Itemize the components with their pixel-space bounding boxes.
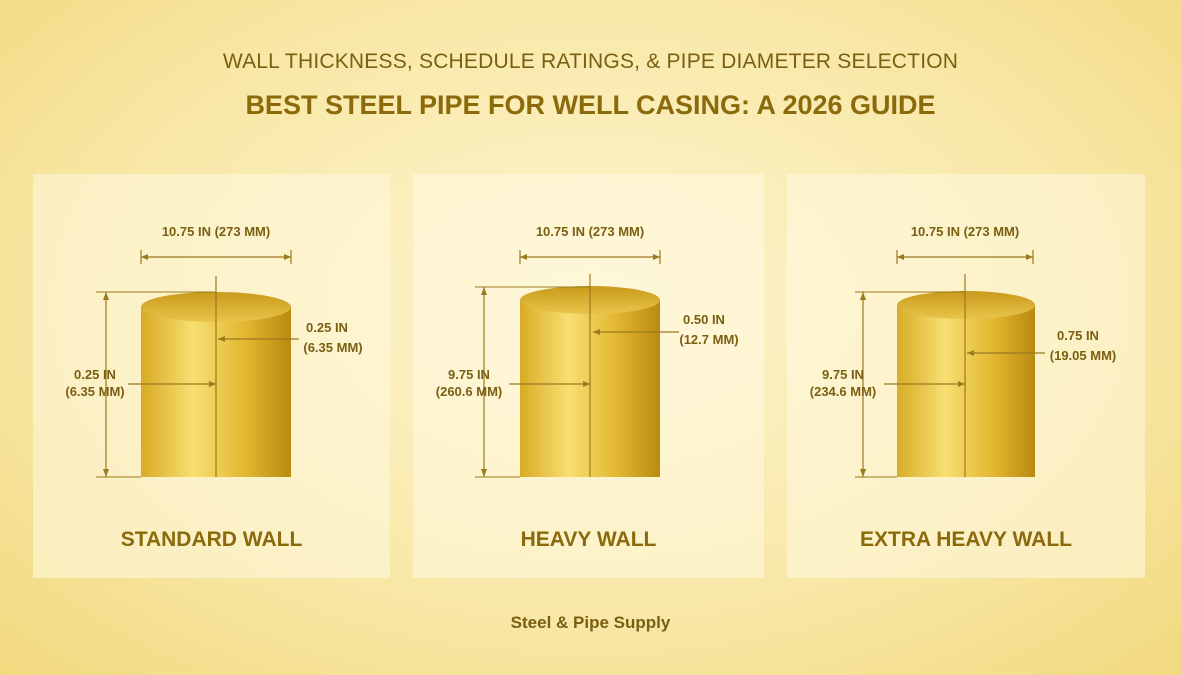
svg-text:(12.7 MM): (12.7 MM)	[679, 332, 738, 347]
outer-diameter-label: 10.75 IN (273 MM)	[911, 224, 1019, 239]
svg-text:(19.05 MM): (19.05 MM)	[1050, 348, 1116, 363]
pipe-diagram-standard: 10.75 IN (273 MM) 0.25 IN (6.35 MM) 0.25…	[65, 224, 363, 478]
pipe-top	[897, 291, 1035, 319]
diagram-title: BEST STEEL PIPE FOR WELL CASING: A 2026 …	[245, 90, 936, 120]
wall-thickness-label: 0.50 IN	[683, 312, 725, 327]
pipe-body	[897, 305, 1035, 477]
pipe-diagram-extra-heavy: 10.75 IN (273 MM) 9.75 IN (234.6 MM) 0.7…	[810, 224, 1116, 478]
inner-dimension-label: 9.75 IN	[448, 367, 490, 382]
outer-diameter-label: 10.75 IN (273 MM)	[162, 224, 270, 239]
inner-dimension-label: 9.75 IN	[822, 367, 864, 382]
diagram-subtitle: WALL THICKNESS, SCHEDULE RATINGS, & PIPE…	[222, 50, 959, 73]
panel-label-standard: STANDARD WALL	[120, 528, 303, 551]
outer-diameter-label: 10.75 IN (273 MM)	[536, 224, 644, 239]
inner-dimension-label: 0.25 IN	[74, 367, 116, 382]
svg-text:(260.6 MM): (260.6 MM)	[436, 384, 502, 399]
svg-text:(234.6 MM): (234.6 MM)	[810, 384, 876, 399]
brand-footer: Steel & Pipe Supply	[510, 613, 671, 632]
panel-extra-heavy-wall: 10.75 IN (273 MM) 9.75 IN (234.6 MM) 0.7…	[787, 174, 1145, 578]
svg-text:(6.35 MM): (6.35 MM)	[65, 384, 124, 399]
pipe-diagram-heavy: 10.75 IN (273 MM) 9.75 IN (260.6 MM) 0.5…	[436, 224, 739, 478]
panel-label-heavy: HEAVY WALL	[520, 528, 657, 551]
panel-standard-wall: 10.75 IN (273 MM) 0.25 IN (6.35 MM) 0.25…	[33, 174, 390, 578]
wall-thickness-label: 0.25 IN	[306, 320, 348, 335]
wall-thickness-label: 0.75 IN	[1057, 328, 1099, 343]
svg-text:(6.35 MM): (6.35 MM)	[303, 340, 362, 355]
panel-label-extra-heavy: EXTRA HEAVY WALL	[860, 528, 1072, 551]
panel-heavy-wall: 10.75 IN (273 MM) 9.75 IN (260.6 MM) 0.5…	[413, 174, 764, 578]
